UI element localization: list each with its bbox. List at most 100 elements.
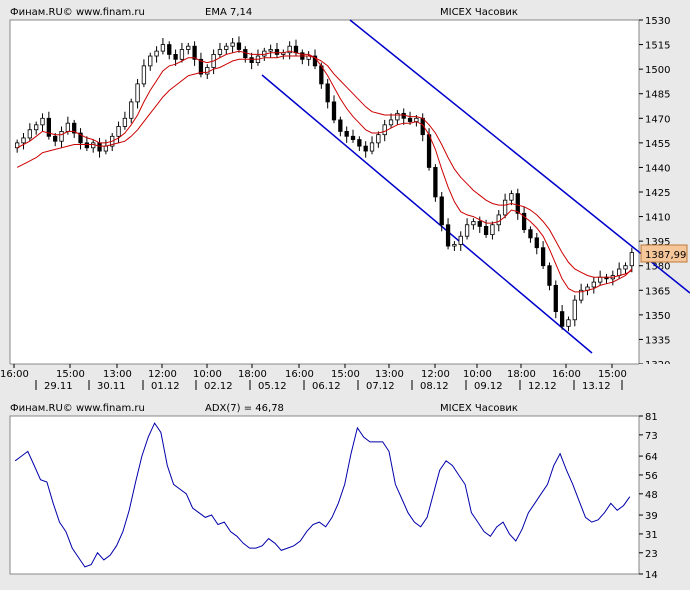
- candle-body: [540, 247, 546, 267]
- candle-body: [103, 145, 109, 152]
- candle-body: [566, 319, 571, 327]
- candle-body: [426, 134, 432, 168]
- time-label: 13:00: [103, 369, 132, 380]
- candle-body: [129, 101, 134, 119]
- date-label: 05.12: [258, 381, 287, 392]
- price-tick-label: 1410: [645, 213, 670, 224]
- top-instrument-label: MICEX Часовик: [440, 7, 518, 18]
- date-label: 06.12: [312, 381, 341, 392]
- bottom-instrument-label: MICEX Часовик: [440, 403, 518, 414]
- candle-body: [439, 196, 444, 226]
- price-tick-label: 1485: [645, 90, 670, 101]
- price-axis: 1530 1515 1500 1485 1470 1455 1440 1425 1410 1395…: [639, 16, 670, 371]
- price-plot-area[interactable]: [9, 19, 640, 365]
- candle-body: [192, 45, 197, 60]
- candle-body: [167, 44, 172, 55]
- adx-tick-label: 14: [645, 570, 658, 581]
- time-label: 16:00: [552, 369, 581, 380]
- adx-line: [14, 422, 631, 568]
- bottom-source-label: Финам.RU© www.finam.ru: [10, 403, 145, 414]
- candle-body: [357, 139, 362, 147]
- last-price-badge: 1387,99: [640, 244, 688, 263]
- candle-body: [553, 284, 558, 312]
- candle-body: [179, 49, 185, 60]
- candle-body: [414, 117, 419, 122]
- candle-body: [97, 142, 102, 152]
- adx-tick-label: 56: [645, 471, 658, 482]
- candle-body: [21, 137, 26, 144]
- candle-body: [578, 289, 584, 301]
- candle-body: [382, 124, 387, 136]
- candle-body: [617, 268, 622, 276]
- candle-body: [483, 225, 489, 235]
- candle-body: [534, 237, 539, 249]
- candle-body: [395, 112, 400, 121]
- channel-lower-line: [261, 74, 593, 354]
- price-tick-label: 1530: [645, 16, 670, 27]
- candle-body: [350, 135, 356, 140]
- time-label: 16:00: [285, 369, 314, 380]
- candle-body: [502, 199, 508, 216]
- adx-axis: 81 73 64 56 48 39 31 23 14: [639, 412, 658, 581]
- adx-plot-area[interactable]: [9, 415, 640, 575]
- candle-body: [186, 45, 191, 50]
- candle-body: [629, 252, 634, 267]
- date-label: 29.11: [44, 381, 73, 392]
- price-tick-label: 1470: [645, 114, 670, 125]
- candle-body: [148, 55, 153, 67]
- time-label: 10:00: [463, 369, 492, 380]
- candle-body: [312, 55, 318, 67]
- price-tick-label: 1440: [645, 163, 670, 174]
- date-label: 01.12: [151, 381, 180, 392]
- candle-body: [445, 224, 451, 247]
- time-label: 10:00: [193, 369, 222, 380]
- candle-body: [224, 45, 229, 50]
- candle-body: [274, 49, 280, 55]
- candle-body: [236, 42, 242, 50]
- candle-body: [401, 112, 406, 119]
- candle-body: [598, 276, 603, 283]
- top-indicator-label: EMA 7,14: [205, 7, 252, 18]
- time-label: 15:00: [331, 369, 360, 380]
- candle-body: [458, 235, 463, 245]
- candle-body: [509, 193, 514, 201]
- adx-tick-label: 31: [645, 530, 658, 541]
- date-label: 12.12: [528, 381, 557, 392]
- candle-body: [515, 193, 520, 214]
- candle-body: [471, 221, 476, 226]
- time-label: 18:00: [507, 369, 536, 380]
- adx-tick-label: 81: [645, 412, 658, 423]
- candle-body: [325, 83, 330, 103]
- bottom-indicator-label: ADX(7) = 46,78: [205, 403, 284, 414]
- time-label: 12:00: [148, 369, 177, 380]
- candle-body: [40, 117, 45, 126]
- candle-body: [591, 281, 596, 288]
- candle-body: [78, 132, 83, 144]
- date-label: 08.12: [420, 381, 449, 392]
- time-axis-band: [0, 364, 690, 398]
- adx-tick-label: 64: [645, 452, 658, 463]
- candle-body: [338, 119, 343, 132]
- candle-body: [230, 42, 235, 47]
- date-label: 02.12: [204, 381, 233, 392]
- candle-body: [293, 45, 299, 54]
- candle-body: [141, 65, 147, 85]
- candle-body: [122, 117, 128, 127]
- candle-body: [344, 130, 349, 137]
- candle-body: [27, 129, 32, 139]
- time-label: 13:00: [375, 369, 404, 380]
- candle-body: [433, 167, 438, 198]
- candle-body: [72, 122, 77, 134]
- candle-body: [249, 57, 254, 63]
- time-label: 18:00: [238, 369, 267, 380]
- price-tick-label: 1365: [645, 286, 670, 297]
- price-tick-label: 1515: [645, 41, 670, 52]
- candle-body: [388, 119, 394, 126]
- candle-body: [572, 299, 577, 321]
- candle-body: [59, 130, 64, 142]
- channel-upper-line: [349, 19, 690, 294]
- candle-body: [528, 229, 533, 239]
- candle-body: [84, 142, 90, 149]
- adx-tick-label: 39: [645, 511, 658, 522]
- date-label: 13.12: [582, 381, 611, 392]
